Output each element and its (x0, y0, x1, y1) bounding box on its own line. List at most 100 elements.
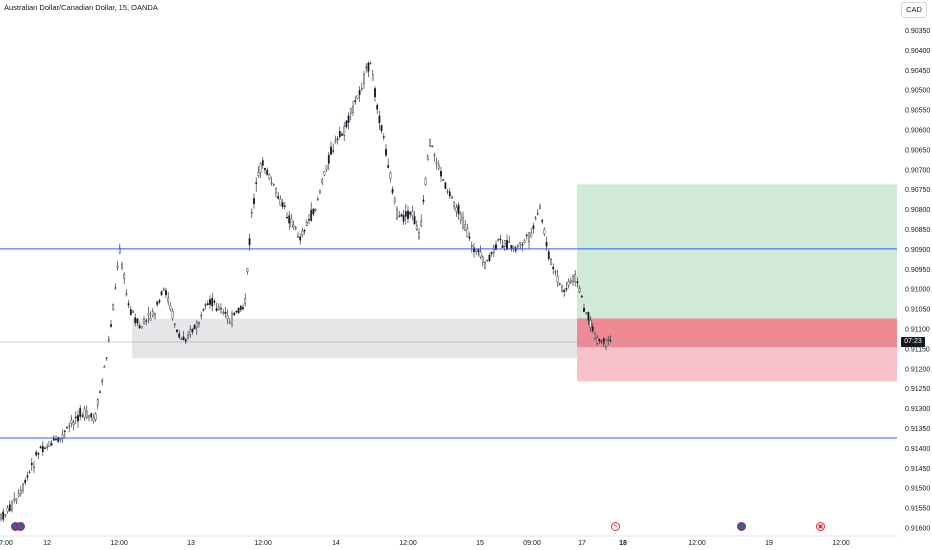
price-tick-label: 0.91600 (905, 526, 930, 533)
price-tick-label: 0.91350 (905, 426, 930, 433)
candle (444, 182, 447, 190)
candle (358, 86, 361, 102)
candle (367, 61, 370, 78)
candle (312, 208, 315, 216)
candle (585, 312, 588, 315)
candle (349, 107, 352, 121)
candle (310, 202, 313, 222)
candle (178, 330, 181, 339)
candle (83, 406, 86, 421)
candle (424, 176, 427, 186)
candle (556, 269, 559, 288)
time-tick-label: 17 (578, 540, 586, 547)
candle (294, 225, 297, 231)
candle (154, 312, 156, 320)
candle (484, 260, 486, 270)
candle (85, 405, 88, 420)
price-tick-label: 0.90450 (905, 68, 930, 75)
time-tick-label: 12:00 (832, 540, 850, 547)
candle (299, 233, 302, 245)
candle (169, 302, 172, 312)
currency-button[interactable]: CAD (901, 2, 927, 18)
flag-icon[interactable] (16, 522, 25, 531)
candle (17, 488, 20, 498)
support-zone (132, 318, 577, 359)
candle (151, 308, 154, 318)
candle (536, 208, 539, 216)
candle (70, 414, 73, 428)
candle (136, 317, 139, 326)
price-axis[interactable]: 0.90350 0.90400 0.90450 0.90500 0.90550 0.906… (905, 28, 930, 533)
candle (396, 205, 398, 221)
candle (437, 160, 440, 171)
candle (176, 329, 178, 334)
candle (127, 299, 130, 309)
candle (598, 338, 601, 344)
candle (244, 293, 247, 307)
candle (488, 253, 491, 263)
candle (594, 331, 596, 341)
candle (479, 245, 482, 260)
loss-area-filled (577, 318, 897, 348)
economic-event-icon[interactable]: ▣ (816, 522, 825, 531)
candle (466, 223, 469, 238)
candle (237, 307, 240, 314)
candle (195, 320, 198, 336)
candle (457, 201, 460, 220)
candle (398, 210, 401, 218)
candle (123, 271, 126, 284)
time-axis[interactable]: 7:00 12 12:00 13 12:00 14 12:00 15 09:00 17 18 12:0… (0, 535, 897, 547)
candle (277, 191, 280, 200)
candle (356, 95, 359, 100)
candle (528, 232, 530, 250)
candle (473, 243, 475, 258)
candle (567, 278, 570, 289)
candle (547, 249, 550, 261)
candle (257, 166, 260, 178)
price-tick-label: 0.90750 (905, 187, 930, 194)
candle (81, 412, 84, 419)
candle (341, 131, 343, 137)
candle (462, 211, 464, 230)
price-tick-label: 0.91250 (905, 386, 930, 393)
candle (532, 222, 535, 234)
candle (501, 239, 504, 249)
candle (167, 292, 170, 306)
candle (242, 303, 244, 311)
candle (534, 215, 537, 221)
candle (508, 235, 511, 243)
candle (574, 270, 577, 287)
candle (94, 412, 97, 422)
candle (35, 450, 38, 457)
candle (226, 309, 229, 325)
candle (297, 231, 299, 238)
candle (253, 193, 255, 209)
candle (50, 440, 53, 446)
candle (319, 189, 321, 195)
price-tick-label: 0.91000 (905, 287, 930, 294)
candle (323, 171, 326, 177)
candle (541, 218, 544, 225)
candle (103, 364, 106, 368)
time-tick-label: 09:00 (523, 540, 541, 547)
candle (140, 325, 143, 329)
candle (308, 213, 310, 225)
candle (248, 233, 251, 251)
candle (209, 295, 211, 309)
candle (380, 124, 383, 134)
candle (121, 261, 123, 271)
candle (217, 303, 220, 311)
flag-icon[interactable] (737, 522, 746, 531)
candle (404, 204, 407, 225)
chart-background (132, 184, 897, 382)
candle (246, 267, 249, 275)
lightning-icon[interactable]: ϟ (611, 522, 620, 531)
candle (435, 157, 438, 170)
candle (596, 334, 599, 346)
candle (92, 413, 95, 424)
price-tick-label: 0.91550 (905, 506, 930, 513)
candle (486, 259, 489, 262)
candle (569, 277, 572, 285)
candle (110, 320, 112, 329)
